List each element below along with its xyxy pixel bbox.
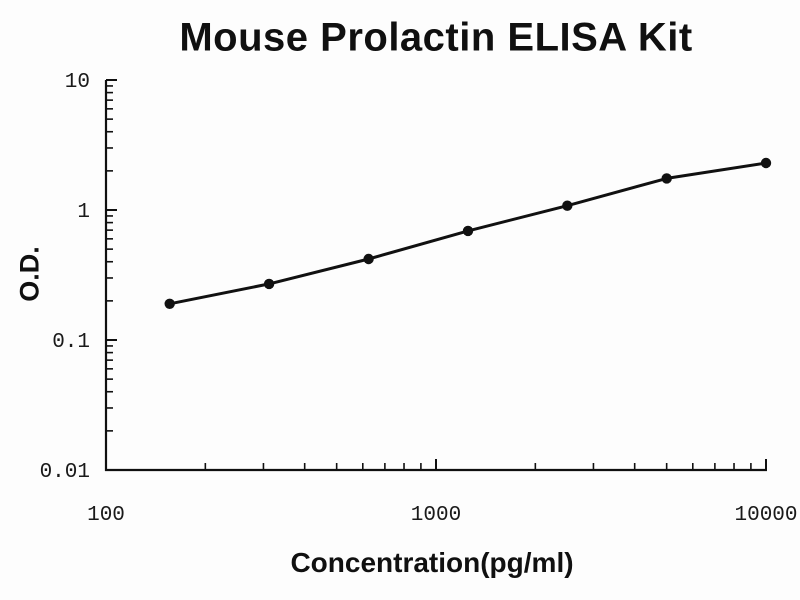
x-axis-label: Concentration(pg/ml) [290,547,574,578]
x-tick-label: 10000 [734,504,797,527]
data-point-marker [164,298,175,309]
data-point-marker [462,225,474,237]
data-point-marker [760,157,772,169]
data-point-marker [363,253,374,265]
data-point-marker [661,173,672,184]
y-tick-label: 10 [65,71,90,94]
data-point-marker [263,278,275,290]
y-tick-label: 1 [77,201,90,224]
x-tick-label: 100 [87,504,125,527]
data-point-marker [562,200,573,211]
y-tick-label: 0.01 [40,461,90,484]
x-tick-label: 1000 [411,504,461,527]
y-tick-label: 0.1 [52,331,90,354]
chart-title: Mouse Prolactin ELISA Kit [179,15,693,60]
